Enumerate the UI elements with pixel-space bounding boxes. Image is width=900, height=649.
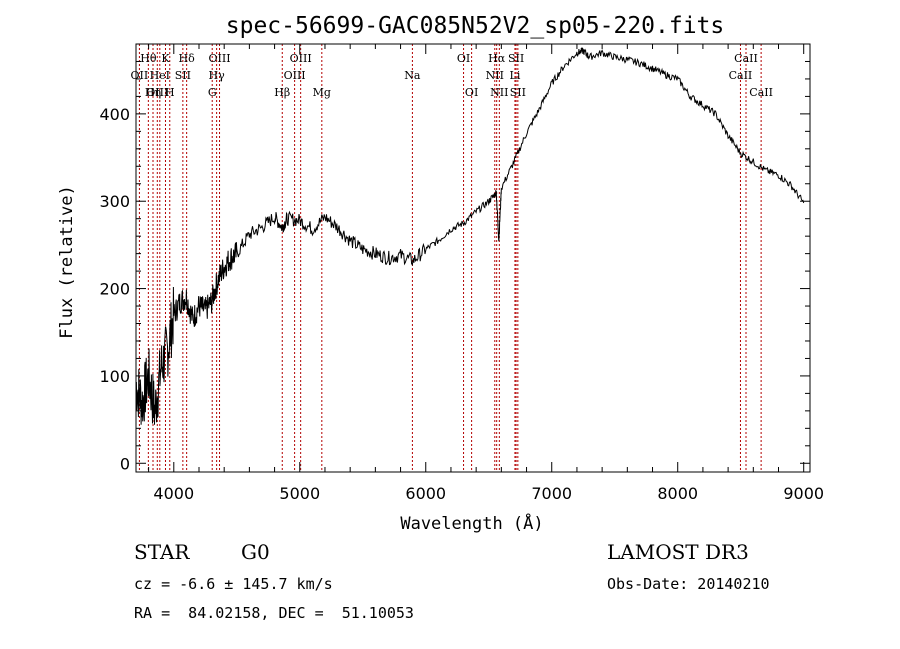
line-label-4: Hη	[145, 86, 161, 99]
line-label-10: Hγ	[209, 69, 226, 82]
line-label-22: SII	[508, 52, 524, 65]
observation-date: Obs-Date: 20140210	[607, 575, 770, 593]
line-label-23: Li	[510, 69, 521, 82]
line-label-27: CaII	[749, 86, 773, 99]
axis-ticks: 4000 5000 6000 7000 8000 9000 0 100 200 300 400	[99, 44, 824, 503]
line-label-19: Hα	[488, 52, 506, 65]
y-tick-label-1: 100	[99, 367, 130, 386]
line-label-0: Hθ	[140, 52, 157, 65]
survey-name: LAMOST DR3	[607, 540, 749, 564]
redshift-value: cz = -6.6 ± 145.7 km/s	[134, 575, 333, 593]
x-axis-label: Wavelength (Å)	[400, 512, 543, 534]
x-tick-label-0: 4000	[153, 484, 194, 503]
line-label-7: SII	[175, 69, 191, 82]
line-label-6: H	[165, 86, 175, 99]
line-label-20: NII	[486, 69, 504, 82]
line-label-12: Hβ	[274, 86, 290, 99]
x-tick-label-5: 9000	[783, 484, 824, 503]
y-tick-label-2: 200	[99, 280, 130, 299]
x-tick-label-2: 6000	[405, 484, 446, 503]
object-subclass: G0	[241, 540, 270, 564]
object-type: STAR	[134, 540, 190, 564]
line-label-14: OIII	[284, 69, 306, 82]
spectral-line-markers	[138, 44, 762, 472]
line-label-16: Na	[404, 69, 421, 82]
line-label-11: G	[208, 86, 217, 99]
x-tick-label-1: 5000	[279, 484, 320, 503]
x-tick-label-3: 7000	[531, 484, 572, 503]
line-label-3: HeI	[150, 69, 170, 82]
line-label-17: OI	[457, 52, 470, 65]
line-label-15: Mg	[313, 86, 331, 99]
line-label-9: OIII	[208, 52, 230, 65]
line-label-18: OI	[465, 86, 478, 99]
x-tick-label-4: 8000	[657, 484, 698, 503]
line-label-24: SII	[510, 86, 526, 99]
line-label-21: NII	[490, 86, 508, 99]
chart-title: spec-56699-GAC085N52V2_sp05-220.fits	[226, 13, 725, 39]
y-tick-label-4: 400	[99, 105, 130, 124]
line-label-8: Hδ	[179, 52, 196, 65]
line-label-1: OII	[131, 69, 149, 82]
y-tick-label-3: 300	[99, 192, 130, 211]
plot-frame	[135, 43, 811, 473]
spectrum-line	[135, 46, 805, 425]
line-label-2: OIII	[146, 86, 168, 99]
y-tick-label-0: 0	[120, 454, 130, 473]
y-axis-label: Flux (relative)	[57, 185, 77, 339]
line-label-5: K	[161, 52, 170, 65]
coordinates: RA = 84.02158, DEC = 51.10053	[134, 604, 414, 622]
line-label-13: OIII	[290, 52, 312, 65]
line-label-26: CaII	[729, 69, 753, 82]
line-label-25: CaII	[734, 52, 758, 65]
